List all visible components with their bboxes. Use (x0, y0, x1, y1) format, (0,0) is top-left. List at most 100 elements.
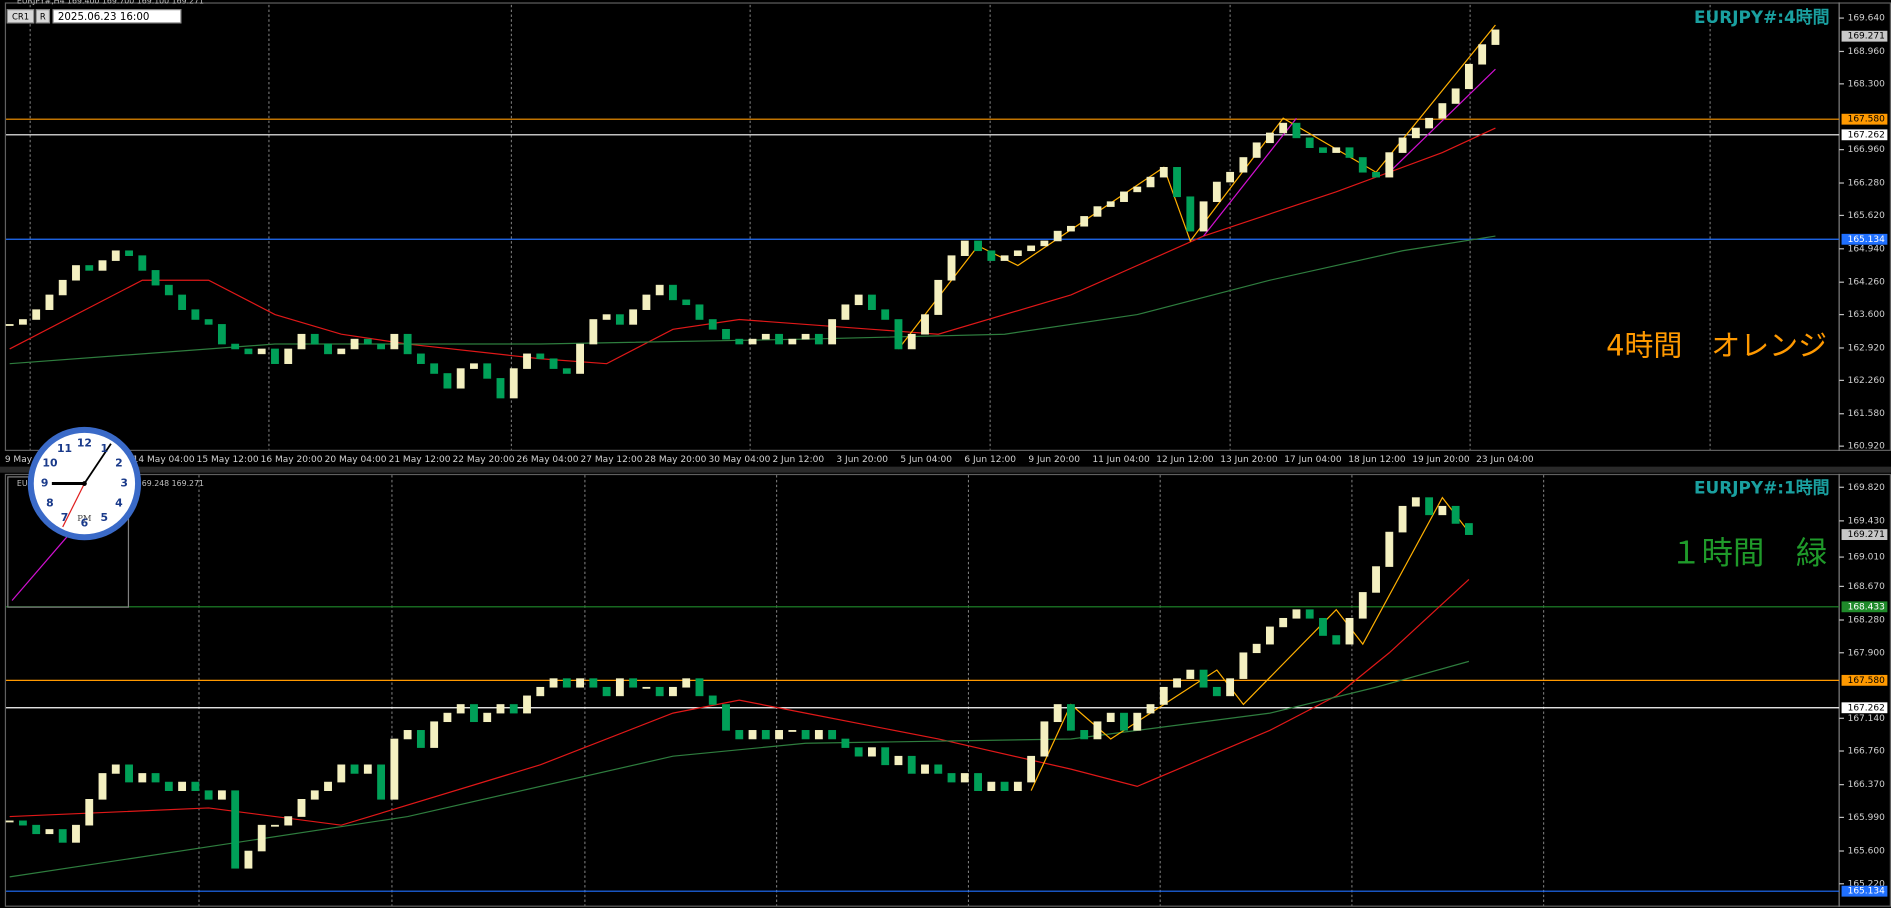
candle (881, 747, 890, 766)
candle (1186, 196, 1195, 232)
candle (310, 333, 319, 345)
candle (1319, 617, 1327, 636)
price-line-label: 167.262 (1848, 703, 1885, 713)
candle (523, 695, 531, 714)
candle (947, 773, 956, 783)
x-tick-label: 11 Jun 04:00 (1092, 455, 1150, 465)
candle (1212, 686, 1221, 697)
note: １時間 緑 (1670, 536, 1827, 572)
y-tick-label: 168.960 (1848, 47, 1886, 57)
candle (642, 686, 651, 689)
candle (138, 773, 147, 783)
x-tick-label: 30 May 04:00 (708, 455, 770, 465)
candle (509, 368, 518, 399)
candle (470, 363, 478, 369)
candle (894, 319, 903, 350)
candle (178, 781, 187, 791)
current-price-tag (1841, 529, 1888, 541)
clock-numeral: 10 (42, 457, 58, 470)
button[interactable] (6, 9, 35, 24)
candle (1358, 157, 1367, 173)
candle (1451, 88, 1460, 104)
candle (602, 314, 611, 320)
candle (1372, 171, 1380, 178)
candle (1146, 176, 1155, 188)
candle (377, 343, 386, 350)
candle (1252, 643, 1261, 654)
y-tick-label: 160.920 (1848, 442, 1886, 452)
candle (483, 712, 492, 723)
clock-numeral: 5 (101, 511, 109, 524)
candle (191, 781, 200, 791)
price-line-tag (1841, 113, 1888, 125)
candle (1013, 781, 1022, 791)
x-tick-label: 2 Jun 12:00 (772, 455, 824, 465)
candle (801, 333, 810, 340)
candle (1186, 669, 1195, 679)
price-line-label: 168.433 (1848, 602, 1886, 612)
candle (1027, 755, 1036, 783)
candle (125, 250, 133, 256)
candle (1013, 250, 1022, 256)
candle (430, 721, 439, 748)
datetime-field[interactable] (52, 9, 182, 24)
candle (1425, 117, 1434, 129)
candle (111, 764, 120, 774)
y-tick-label: 169.640 (1848, 14, 1886, 24)
candle (1000, 255, 1009, 261)
candle (125, 764, 133, 783)
candle (470, 704, 478, 723)
candle (1173, 167, 1181, 198)
candle (377, 764, 386, 800)
price-line-label: 165.134 (1848, 887, 1886, 897)
candle (1226, 171, 1235, 183)
candle (1411, 127, 1420, 139)
price-line-tag (1841, 233, 1888, 245)
clock-period: PM (77, 513, 92, 523)
candle (974, 773, 982, 791)
candle (1053, 704, 1062, 723)
y-tick-label: 161.580 (1848, 409, 1886, 419)
candle (1345, 617, 1354, 645)
candle (682, 299, 691, 306)
button-label[interactable]: R (40, 11, 46, 21)
candle (1478, 44, 1487, 65)
candle (602, 686, 611, 697)
candle (1226, 678, 1235, 697)
candle (284, 816, 293, 826)
candle (868, 294, 876, 310)
candle (1080, 216, 1089, 227)
candle (138, 255, 147, 271)
candle (629, 678, 638, 688)
candle (363, 338, 372, 345)
x-tick-label: 13 Jun 20:00 (1220, 455, 1278, 465)
candle (1332, 147, 1341, 153)
candle (1491, 29, 1500, 45)
candle (72, 265, 80, 281)
candle (1159, 167, 1168, 178)
button[interactable] (35, 9, 51, 24)
candle (934, 764, 943, 774)
candle (1265, 132, 1274, 144)
clock-numeral: 6 (81, 516, 89, 529)
y-tick-label: 167.900 (1848, 648, 1886, 658)
button-label[interactable]: CR1 (12, 11, 29, 21)
y-tick-label: 169.010 (1848, 553, 1886, 563)
candle (655, 284, 664, 296)
candle (416, 353, 425, 364)
candle (1093, 206, 1102, 217)
x-tick-label: 9 May (5, 455, 33, 465)
y-tick-label: 163.600 (1848, 310, 1886, 320)
candle (1133, 712, 1142, 731)
candle (828, 319, 837, 345)
candle (1080, 730, 1089, 740)
candle (523, 353, 531, 369)
candle (695, 678, 704, 697)
x-tick-label: 20 May 04:00 (325, 455, 387, 465)
x-tick-label: 14 May 04:00 (133, 455, 195, 465)
panel-frame (4, 473, 1891, 907)
candle (775, 730, 783, 740)
candle (1120, 712, 1128, 731)
clock-pin (82, 481, 87, 486)
